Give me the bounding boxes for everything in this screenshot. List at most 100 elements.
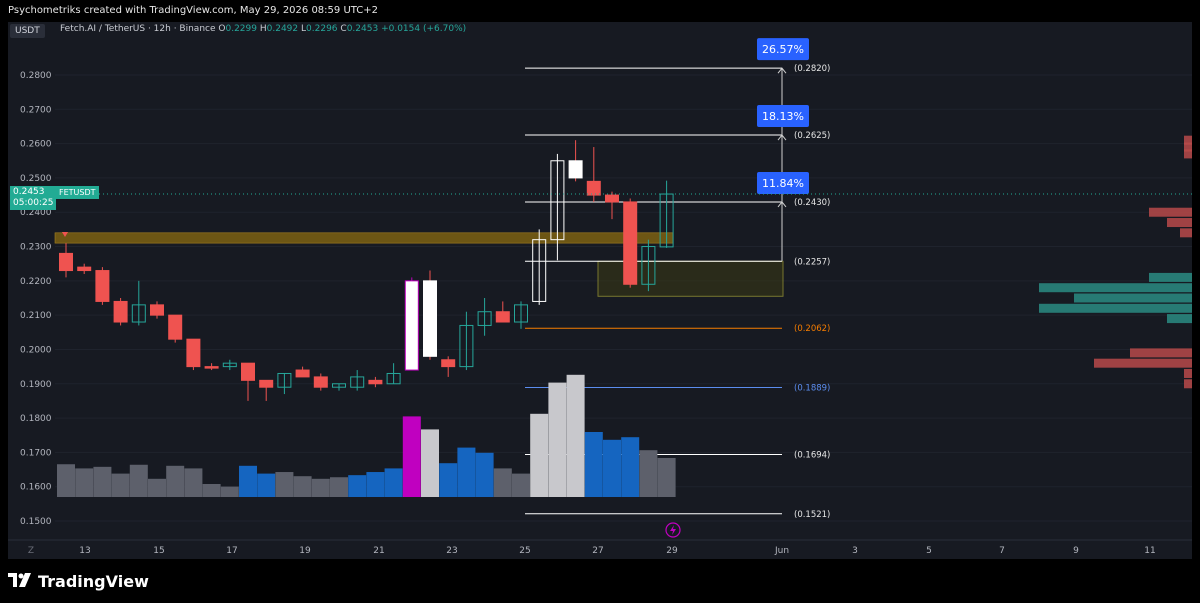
footer-bar: [0, 560, 1200, 603]
volume-bar: [584, 432, 603, 497]
volume-bar: [93, 466, 112, 497]
y-tick-label: 0.1500: [20, 517, 52, 527]
volume-bar: [548, 382, 567, 497]
y-tick-label: 0.2100: [20, 311, 52, 321]
volume-bar: [184, 468, 203, 497]
candle-body: [532, 239, 547, 302]
y-tick-label: 0.1800: [20, 414, 52, 424]
high-value: 0.2492: [266, 24, 299, 34]
currency-selector[interactable]: USDT: [10, 24, 45, 38]
ohlc-legend: Fetch.AI / TetherUS · 12h · Binance O 0.2…: [60, 24, 466, 34]
ticker-tag: FETUSDT: [56, 186, 99, 199]
volume-bar: [311, 478, 330, 497]
volume-profile-bar: [1180, 228, 1192, 238]
x-tick-label: 29: [666, 546, 678, 556]
y-tick-label: 0.2400: [20, 208, 52, 218]
current-price-tag: 0.2453 05:00:25: [10, 186, 57, 210]
fib-level-label: (0.2820): [794, 64, 830, 74]
candle-body: [641, 246, 656, 285]
candle-body: [277, 372, 292, 388]
candle-body: [550, 160, 565, 241]
lightning-icon[interactable]: [665, 522, 681, 538]
target-arrowhead: [777, 134, 787, 141]
x-tick-label: 25: [519, 546, 530, 556]
volume-profile-bar: [1184, 149, 1192, 159]
resistance-zone: [54, 232, 674, 244]
volume-profile-bar: [1149, 272, 1192, 282]
candle-body: [586, 180, 601, 196]
target-arrowhead: [777, 201, 787, 208]
close-label: C: [340, 24, 347, 34]
y-tick-label: 0.2300: [20, 243, 52, 253]
y-tick-label: 0.2600: [20, 140, 52, 150]
volume-bar: [348, 475, 367, 497]
change-value: +0.0154 (+6.70%): [381, 24, 467, 34]
candle-body: [241, 362, 255, 381]
open-label: O: [218, 24, 226, 34]
x-tick-label: 15: [153, 546, 164, 556]
candle-body: [295, 369, 310, 378]
candle-body: [605, 194, 619, 203]
x-tick-label: 27: [592, 546, 603, 556]
candle-body: [150, 304, 164, 316]
volume-bar: [512, 473, 530, 497]
volume-bar: [457, 447, 476, 497]
volume-bar: [330, 477, 348, 497]
volume-bar: [275, 472, 294, 497]
y-tick-label: 0.1600: [20, 483, 52, 493]
candle-body: [441, 359, 456, 368]
candle-body: [350, 376, 365, 388]
brand-name: TradingView: [38, 572, 149, 591]
volume-profile-bar: [1094, 358, 1192, 368]
symbol-description: Fetch.AI / TetherUS · 12h · Binance: [60, 24, 216, 34]
volume-bar: [111, 473, 130, 497]
close-value: 0.2453: [346, 24, 379, 34]
target-label: 11.84%: [762, 177, 804, 190]
fib-level-label: (0.2257): [794, 257, 830, 267]
fib-level-label: (0.1694): [794, 450, 830, 460]
x-tick-label: 11: [1144, 546, 1155, 556]
candle-body: [368, 379, 383, 385]
volume-bar: [530, 413, 549, 497]
volume-profile-bar: [1184, 368, 1192, 378]
alert-marker-icon: [62, 232, 68, 237]
candle-body: [514, 304, 528, 323]
candle-body: [259, 379, 274, 388]
volume-bar: [421, 429, 439, 497]
volume-bar: [493, 468, 512, 497]
volume-bar: [220, 486, 239, 497]
candle-body: [204, 366, 219, 369]
x-tick-label: Jun: [774, 546, 789, 556]
candle-body: [459, 324, 474, 368]
tradingview-brand[interactable]: TradingView: [8, 572, 149, 591]
candlestick-chart[interactable]: (0.2820) (0.2625) (0.2430) (0.2257) (0.2062)…: [0, 0, 1200, 560]
candle-body: [313, 376, 328, 388]
target-box: [757, 105, 809, 128]
candle-body: [168, 314, 183, 340]
candle-body: [332, 383, 346, 388]
low-label: L: [301, 24, 307, 34]
volume-profile-bar: [1167, 314, 1192, 324]
candle-body: [423, 280, 437, 357]
volume-profile-bar: [1167, 218, 1192, 228]
volume-bar: [621, 437, 640, 497]
candle-body: [222, 362, 237, 368]
volume-bar: [439, 463, 458, 497]
volume-bar: [257, 473, 276, 497]
target-box: [757, 171, 809, 194]
candle-body: [568, 160, 583, 179]
volume-profile-bar: [1184, 379, 1192, 389]
candle-body: [623, 201, 638, 285]
y-tick-label: 0.1900: [20, 380, 52, 390]
volume-profile-bar: [1074, 293, 1192, 303]
chart-attribution: Psychometriks created with TradingView.c…: [8, 5, 379, 16]
volume-profile-bar: [1149, 207, 1192, 217]
volume-profile-bar: [1184, 142, 1192, 152]
fib-level-label: (0.1889): [794, 384, 830, 394]
candle-body: [386, 372, 401, 385]
x-tick-label: 23: [446, 546, 457, 556]
candle-body: [477, 311, 492, 326]
fib-level-label: (0.2062): [794, 324, 830, 334]
volume-bar: [166, 465, 185, 497]
x-tick-label: 19: [299, 546, 311, 556]
